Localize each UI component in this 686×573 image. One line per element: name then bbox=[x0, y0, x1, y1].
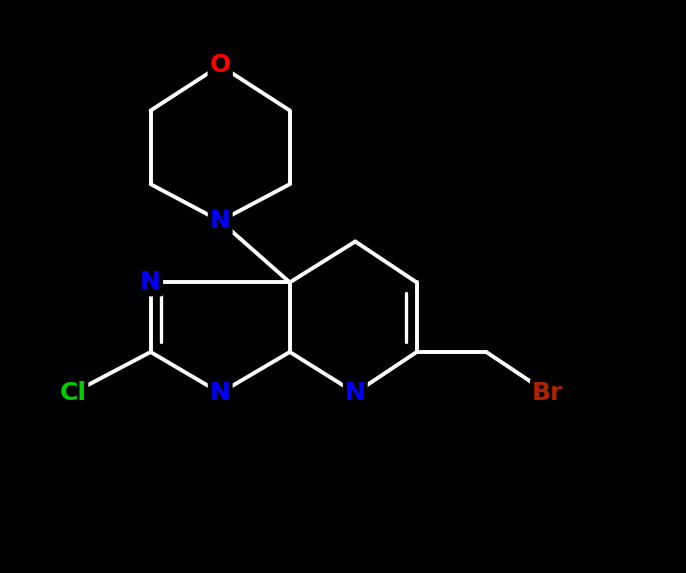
Text: Cl: Cl bbox=[60, 381, 86, 405]
Text: O: O bbox=[210, 53, 231, 77]
Text: N: N bbox=[210, 381, 230, 405]
Text: N: N bbox=[140, 270, 161, 295]
Text: N: N bbox=[345, 381, 366, 405]
Text: N: N bbox=[210, 209, 230, 233]
Text: Br: Br bbox=[532, 381, 563, 405]
